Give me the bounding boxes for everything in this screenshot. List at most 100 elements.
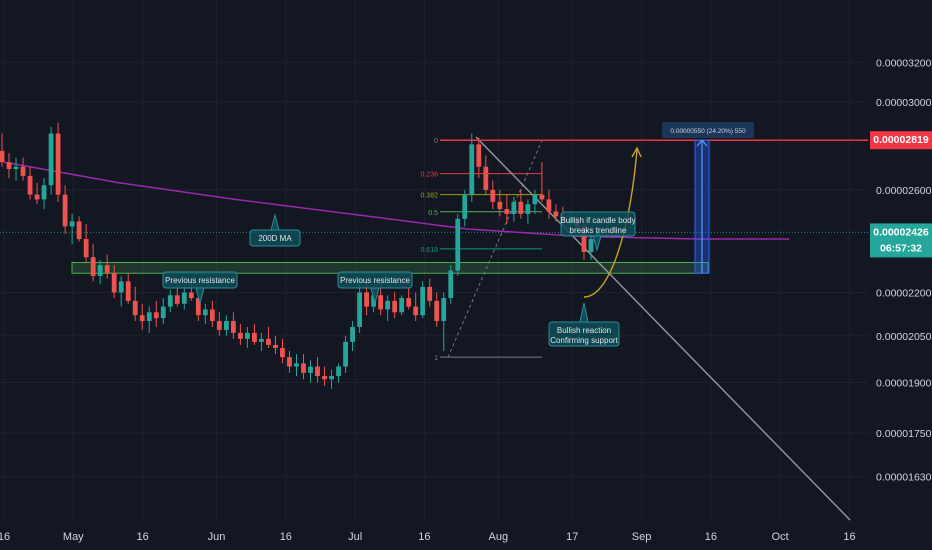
candle-body bbox=[202, 309, 208, 316]
candle-body bbox=[266, 338, 271, 345]
callout-text: Previous resistance bbox=[165, 276, 235, 285]
callout-previous-resistance-1[interactable]: Previous resistance bbox=[162, 271, 238, 305]
callout-200d-ma[interactable]: 200D MA bbox=[249, 213, 301, 247]
x-tick-label: 16 bbox=[136, 531, 148, 543]
candle bbox=[13, 157, 19, 181]
candle bbox=[118, 275, 124, 307]
candle bbox=[322, 366, 327, 386]
descending-trendline[interactable] bbox=[475, 136, 851, 521]
candle-body bbox=[287, 357, 292, 367]
candle-body bbox=[34, 194, 40, 200]
candle-body bbox=[195, 298, 201, 316]
candle bbox=[294, 354, 299, 377]
candle bbox=[434, 292, 440, 327]
candle bbox=[216, 312, 222, 336]
candle bbox=[420, 281, 426, 319]
candle-body bbox=[83, 239, 89, 258]
candle-body bbox=[97, 265, 103, 276]
candle-body bbox=[385, 300, 391, 310]
grid bbox=[0, 0, 868, 522]
fib-level-label: 0.618 bbox=[420, 247, 438, 254]
candle bbox=[27, 166, 33, 200]
candle bbox=[181, 286, 187, 310]
candle-body bbox=[420, 286, 426, 316]
candle-body bbox=[245, 332, 250, 339]
y-tick-label: 0.00003200 bbox=[876, 57, 932, 69]
callout-pointer bbox=[370, 287, 380, 305]
candle bbox=[308, 360, 313, 383]
candle bbox=[223, 315, 229, 336]
candle bbox=[462, 189, 468, 227]
x-tick-label: Sep bbox=[632, 531, 652, 543]
candle bbox=[399, 295, 405, 316]
candle-body bbox=[48, 133, 54, 186]
candle-body bbox=[252, 332, 257, 342]
candle bbox=[76, 216, 82, 242]
candle-body bbox=[125, 281, 131, 301]
candle-body bbox=[546, 199, 552, 212]
candle bbox=[230, 312, 236, 339]
price-range-measurement[interactable]: 0.00000550 (24.20%) 550 bbox=[662, 122, 754, 274]
x-tick-label: Oct bbox=[772, 531, 789, 543]
trendlines[interactable] bbox=[0, 136, 868, 521]
candle-body bbox=[329, 376, 334, 380]
candle bbox=[266, 326, 271, 348]
candle bbox=[588, 233, 594, 260]
candle-body bbox=[511, 201, 517, 214]
annotations[interactable]: 200D MA Previous resistance Previous resis… bbox=[162, 211, 636, 347]
candle-body bbox=[476, 144, 482, 167]
candle bbox=[273, 335, 278, 355]
candle-body bbox=[13, 166, 19, 169]
candle bbox=[469, 133, 475, 202]
moving-average-200d bbox=[3, 161, 790, 240]
candle bbox=[48, 127, 54, 195]
y-tick-label: 0.00001900 bbox=[876, 377, 932, 389]
candle bbox=[55, 122, 61, 202]
candle-body bbox=[55, 133, 61, 195]
candle bbox=[62, 185, 68, 234]
x-tick-label: Jul bbox=[348, 531, 362, 543]
candle-body bbox=[504, 209, 510, 214]
measurement-arrow-head bbox=[696, 139, 708, 147]
candle-body bbox=[588, 239, 594, 252]
candle bbox=[476, 137, 482, 179]
candle bbox=[90, 244, 96, 282]
x-tick-label: 16 bbox=[0, 531, 10, 543]
fib-level-label: 0 bbox=[434, 138, 438, 145]
candle-body bbox=[406, 298, 412, 307]
candle bbox=[406, 286, 412, 310]
y-tick-label: 0.00002200 bbox=[876, 287, 932, 299]
candle-body bbox=[490, 189, 496, 202]
candle-body bbox=[399, 298, 405, 313]
candle-body bbox=[413, 306, 419, 316]
candle bbox=[441, 292, 447, 351]
candle-body bbox=[532, 194, 538, 205]
fib-level-label: 0.236 bbox=[420, 172, 438, 179]
candle bbox=[153, 300, 159, 327]
candle-body bbox=[188, 292, 194, 299]
projection-arrow bbox=[583, 146, 642, 298]
candle-body bbox=[581, 226, 587, 252]
candle bbox=[238, 323, 243, 345]
ma-line bbox=[3, 161, 790, 240]
candle-body bbox=[41, 185, 47, 200]
price-axis[interactable]: 0.00003200 0.00003000 0.00002600 0.00002200… bbox=[870, 57, 932, 484]
target-price-badge: 0.00002819 bbox=[870, 131, 932, 150]
candle-body bbox=[315, 366, 320, 377]
candle bbox=[483, 155, 489, 195]
candle-body bbox=[539, 194, 545, 200]
candle bbox=[252, 323, 257, 345]
candle bbox=[20, 157, 26, 181]
candle bbox=[350, 321, 355, 351]
x-tick-label: 16 bbox=[705, 531, 717, 543]
candle-body bbox=[280, 347, 285, 358]
candle bbox=[301, 354, 306, 380]
time-axis[interactable]: 16 May 16 Jun 16 Jul 16 Aug 17 Sep 16 Oct 16 bbox=[0, 531, 856, 543]
candle-body bbox=[238, 332, 243, 339]
candle-body bbox=[322, 376, 327, 380]
callout-previous-resistance-2[interactable]: Previous resistance bbox=[337, 271, 413, 305]
